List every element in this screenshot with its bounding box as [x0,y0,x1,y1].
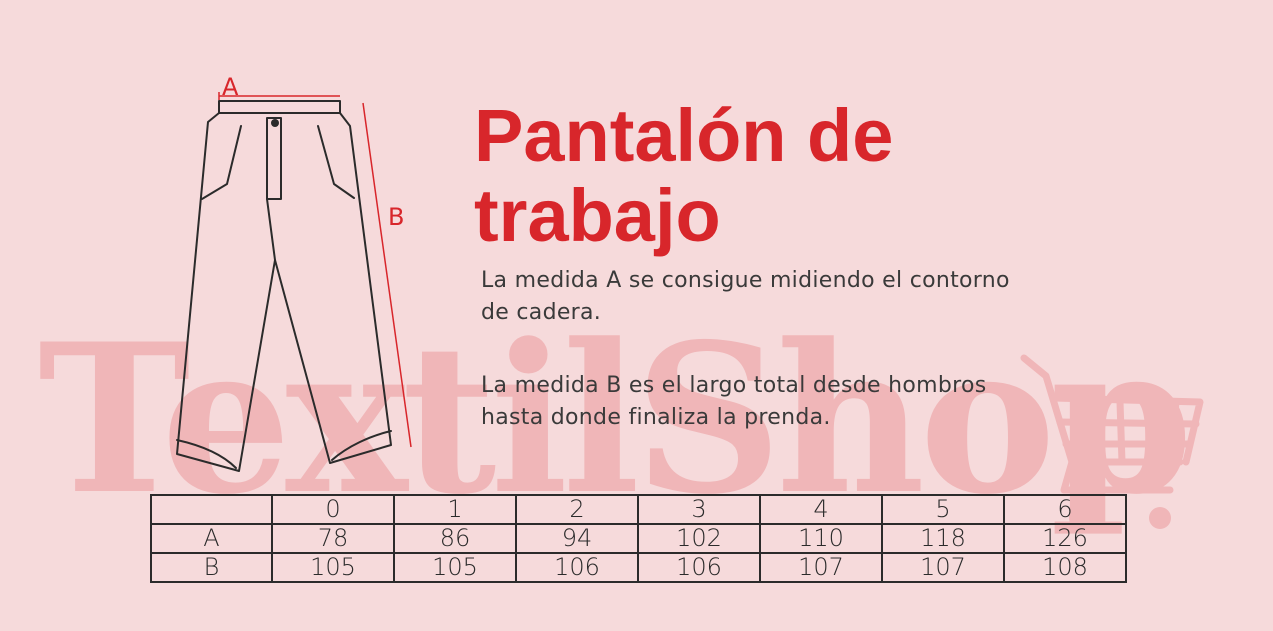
table-cell: 107 [759,552,883,583]
measure-b-description: La medida B es el largo total desde homb… [481,370,1121,434]
table-cell: 126 [1003,523,1127,554]
table-cell: 106 [637,552,761,583]
size-header: 0 [271,494,395,525]
pants-diagram: A B [176,73,412,472]
row-label: B [150,552,273,583]
page-title: Pantalón de trabajo [474,96,893,256]
title-line-2: trabajo [474,174,721,257]
table-cell: 118 [881,523,1005,554]
label-a: A [222,73,239,101]
table-corner-cell [150,494,273,525]
desc-a-line-2: de cadera. [481,300,602,325]
title-line-1: Pantalón de [474,94,894,177]
size-header: 1 [393,494,517,525]
table-cell: 94 [515,523,639,554]
table-header-row: 0 1 2 3 4 5 6 [150,494,1127,525]
measure-b-line [362,102,412,448]
table-cell: 110 [759,523,883,554]
desc-a-line-1: La medida A se consigue midiendo el cont… [481,268,1010,293]
size-header: 5 [881,494,1005,525]
size-header: 2 [515,494,639,525]
watermark-logo: TextilShop [38,300,1193,540]
table-cell: 108 [1003,552,1127,583]
table-cell: 86 [393,523,517,554]
table-cell: 107 [881,552,1005,583]
table-cell: 105 [271,552,395,583]
size-header: 6 [1003,494,1127,525]
table-row: A 78 86 94 102 110 118 126 [150,523,1127,554]
desc-b-line-2: hasta donde finaliza la prenda. [481,405,831,430]
label-b: B [388,203,404,231]
table-cell: 105 [393,552,517,583]
table-cell: 102 [637,523,761,554]
size-header: 3 [637,494,761,525]
table-cell: 78 [271,523,395,554]
measure-a-line [218,92,340,100]
measure-a-description: La medida A se consigue midiendo el cont… [481,265,1121,329]
pants-outline [176,100,392,472]
desc-b-line-1: La medida B es el largo total desde homb… [481,373,987,398]
button-dot [271,119,279,127]
table-row: B 105 105 106 106 107 107 108 [150,552,1127,583]
size-table: 0 1 2 3 4 5 6 A 78 86 94 102 110 118 126… [150,494,1127,583]
table-cell: 106 [515,552,639,583]
size-header: 4 [759,494,883,525]
row-label: A [150,523,273,554]
